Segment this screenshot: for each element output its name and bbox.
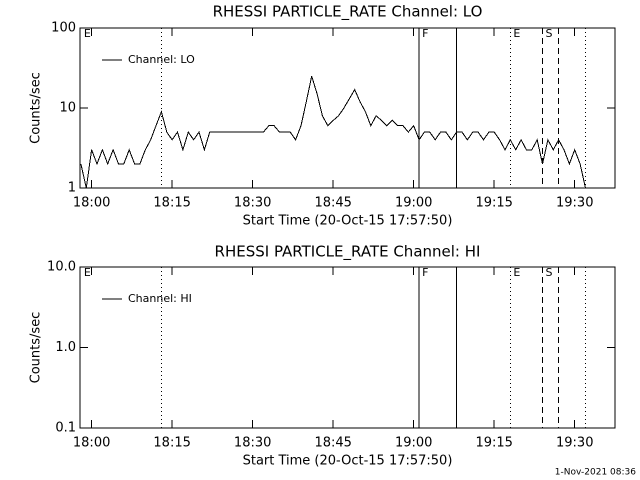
y-tick-label: 1 — [68, 181, 76, 196]
y-tick-label: 100 — [51, 21, 76, 36]
marker-label: S — [546, 266, 553, 279]
footer: 1-Nov-2021 08:36 — [555, 468, 637, 478]
x-tick-label: 19:00 — [395, 436, 432, 451]
marker-label: F — [422, 266, 428, 279]
data-line — [80, 76, 591, 189]
x-tick-label: 18:45 — [314, 196, 351, 211]
y-tick-label: 10 — [59, 101, 76, 116]
legend-label: Channel: HI — [128, 292, 192, 305]
chart-title: RHESSI PARTICLE_RATE Channel: LO — [213, 3, 483, 22]
x-tick-label: 18:45 — [314, 436, 351, 451]
y-tick-label: 1.0 — [55, 340, 76, 355]
y-tick-label: 0.1 — [55, 421, 76, 436]
x-tick-label: 19:15 — [475, 196, 512, 211]
y-tick-label: 10.0 — [47, 260, 76, 275]
marker-label: E — [84, 27, 91, 40]
x-tick-label: 18:30 — [234, 196, 271, 211]
x-tick-label: 19:00 — [395, 196, 432, 211]
chart-title: RHESSI PARTICLE_RATE Channel: HI — [215, 243, 481, 262]
x-axis-label: Start Time (20-Oct-15 17:57:50) — [243, 214, 453, 229]
x-tick-label: 19:15 — [475, 436, 512, 451]
marker-label: F — [422, 27, 428, 40]
x-tick-label: 18:15 — [153, 436, 190, 451]
marker-label: E — [84, 266, 91, 279]
x-tick-label: 18:00 — [73, 196, 110, 211]
marker-label: E — [513, 266, 520, 279]
marker-label: S — [546, 27, 553, 40]
legend-label: Channel: LO — [128, 53, 195, 66]
y-axis-label: Counts/sec — [29, 72, 44, 144]
marker-label: E — [513, 27, 520, 40]
x-tick-label: 18:00 — [73, 436, 110, 451]
x-tick-label: 19:30 — [556, 436, 593, 451]
x-tick-label: 19:30 — [556, 196, 593, 211]
x-axis-label: Start Time (20-Oct-15 17:57:50) — [243, 454, 453, 469]
x-tick-label: 18:30 — [234, 436, 271, 451]
x-tick-label: 18:15 — [153, 196, 190, 211]
y-axis-label: Counts/sec — [29, 312, 44, 384]
